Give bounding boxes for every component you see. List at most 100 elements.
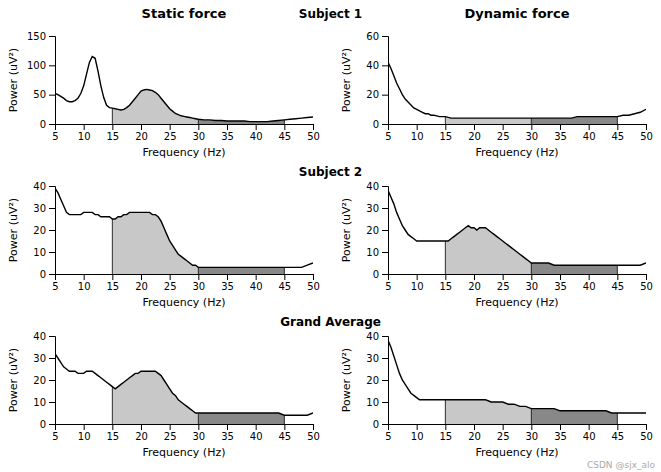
- y-axis-line: [49, 37, 56, 125]
- x-tick-label: 15: [106, 431, 119, 442]
- x-tick-label: 10: [411, 281, 424, 292]
- x-axis-title: Frequency (Hz): [476, 446, 559, 459]
- x-tick: 25: [497, 124, 510, 142]
- y-axis-title: Power (uV²): [340, 48, 353, 112]
- x-tick-label: 15: [106, 131, 119, 142]
- y-tick-mark: [382, 124, 388, 125]
- x-tick-mark: [313, 124, 314, 130]
- y-tick-mark: [382, 358, 388, 359]
- x-tick-label: 45: [278, 131, 291, 142]
- y-tick-label: 20: [33, 225, 46, 236]
- x-tick-mark: [141, 274, 142, 280]
- y-tick-label: 10: [33, 247, 46, 258]
- x-tick-label: 10: [78, 281, 91, 292]
- x-tick-label: 20: [135, 431, 148, 442]
- x-tick-label: 45: [611, 431, 624, 442]
- plot-area: [55, 354, 313, 424]
- panel: 5101520253035404550010203040Frequency (H…: [7, 181, 320, 309]
- x-tick-label: 5: [385, 281, 391, 292]
- band-area: [198, 413, 284, 424]
- x-tick: 50: [640, 124, 653, 142]
- x-tick-mark: [112, 274, 113, 280]
- x-tick-label: 45: [278, 431, 291, 442]
- x-tick-label: 20: [468, 431, 481, 442]
- y-tick: 0: [40, 119, 55, 130]
- x-tick: 40: [583, 424, 596, 442]
- x-tick-label: 35: [221, 131, 234, 142]
- x-tick-mark: [560, 124, 561, 130]
- x-tick: 30: [525, 124, 538, 142]
- x-tick-mark: [503, 424, 504, 430]
- x-tick-label: 40: [250, 431, 263, 442]
- x-tick-mark: [284, 124, 285, 130]
- x-tick: 25: [164, 124, 177, 142]
- panel: 51015202530354045500204060Frequency (Hz)…: [340, 31, 653, 159]
- y-tick: 20: [366, 375, 388, 386]
- y-tick-label: 10: [366, 397, 379, 408]
- x-tick: 20: [135, 274, 148, 292]
- y-tick-mark: [382, 95, 388, 96]
- y-tick: 20: [33, 375, 55, 386]
- x-tick-label: 40: [583, 281, 596, 292]
- x-tick: 15: [106, 274, 119, 292]
- band-edge: [112, 219, 113, 274]
- y-tick: 40: [366, 181, 388, 192]
- x-tick-label: 15: [439, 281, 452, 292]
- band-edge: [445, 241, 446, 274]
- band-area: [112, 371, 198, 424]
- x-tick: 10: [78, 274, 91, 292]
- y-tick-label: 20: [33, 375, 46, 386]
- y-axis-line: [382, 337, 389, 425]
- y-tick-label: 50: [33, 89, 46, 100]
- y-tick-label: 0: [373, 419, 379, 430]
- x-tick-label: 10: [411, 431, 424, 442]
- x-tick-label: 30: [192, 431, 205, 442]
- x-tick-label: 40: [583, 131, 596, 142]
- y-tick-label: 40: [33, 181, 46, 192]
- x-tick: 40: [250, 274, 263, 292]
- x-tick-label: 35: [554, 131, 567, 142]
- band-edge: [445, 400, 446, 424]
- x-tick-label: 30: [192, 131, 205, 142]
- y-tick-label: 30: [366, 353, 379, 364]
- x-tick-label: 30: [525, 431, 538, 442]
- y-tick-label: 0: [40, 119, 46, 130]
- x-tick: 10: [411, 424, 424, 442]
- band-area: [112, 89, 198, 124]
- x-axis: 5101520253035404550: [52, 424, 320, 442]
- row-title: Grand Average: [280, 315, 381, 329]
- y-tick-label: 60: [366, 31, 379, 42]
- x-tick: 15: [106, 124, 119, 142]
- y-tick-label: 100: [27, 60, 46, 71]
- x-tick-mark: [170, 424, 171, 430]
- x-tick-mark: [170, 124, 171, 130]
- x-tick: 40: [583, 274, 596, 292]
- x-tick-mark: [531, 124, 532, 130]
- x-axis-line: [389, 125, 647, 131]
- x-tick: 15: [439, 124, 452, 142]
- x-tick-mark: [474, 274, 475, 280]
- x-tick: 40: [583, 124, 596, 142]
- y-tick-mark: [49, 402, 55, 403]
- y-tick-mark: [49, 358, 55, 359]
- x-tick-label: 30: [192, 281, 205, 292]
- x-tick: 35: [221, 424, 234, 442]
- band-edge: [531, 118, 532, 124]
- y-axis-title: Power (uV²): [7, 348, 20, 412]
- y-tick-label: 150: [27, 31, 46, 42]
- x-tick: 45: [278, 274, 291, 292]
- y-axis: 0204060: [366, 31, 388, 130]
- x-tick-label: 40: [583, 431, 596, 442]
- x-tick: 5: [385, 274, 391, 292]
- band-edge: [284, 415, 285, 424]
- x-tick: 25: [164, 424, 177, 442]
- y-axis: 010203040: [366, 181, 388, 280]
- x-tick-mark: [198, 274, 199, 280]
- y-tick: 100: [27, 60, 55, 71]
- y-tick-mark: [382, 65, 388, 66]
- x-axis-title: Frequency (Hz): [143, 446, 226, 459]
- x-tick: 25: [164, 274, 177, 292]
- x-tick: 45: [278, 424, 291, 442]
- x-tick-mark: [141, 124, 142, 130]
- x-tick: 25: [497, 424, 510, 442]
